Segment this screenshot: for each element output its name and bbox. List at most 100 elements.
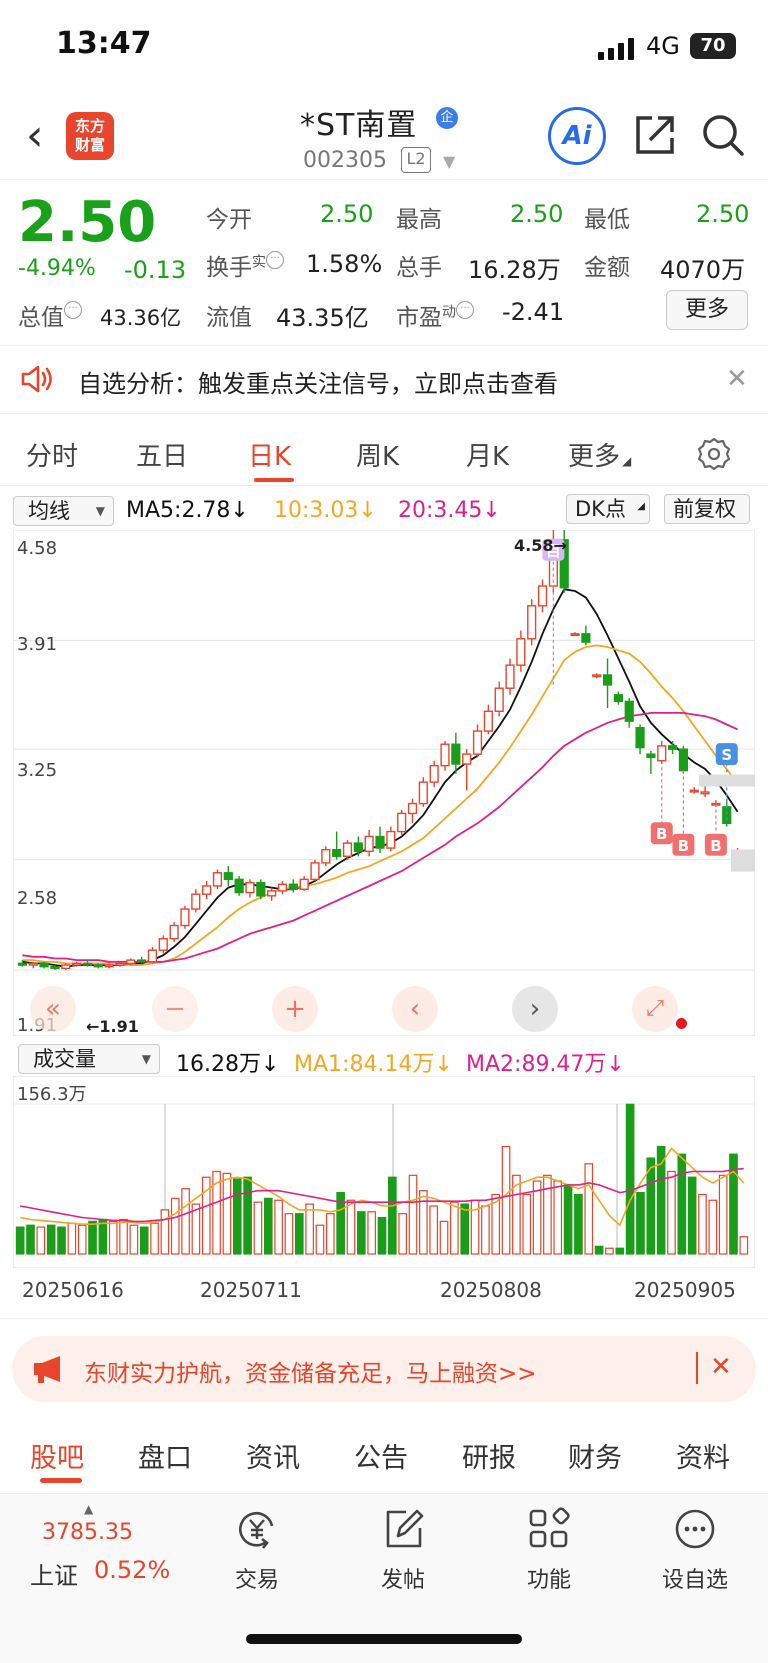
scroll-right-icon[interactable]: › — [512, 986, 558, 1032]
amount-value: 4070万 — [660, 256, 746, 284]
close-icon[interactable]: ✕ — [726, 364, 748, 394]
post-button[interactable]: 发帖 — [358, 1506, 448, 1594]
volume-bar — [656, 1145, 666, 1255]
share-icon[interactable] — [632, 112, 678, 158]
volume-max-label: 156.3万 — [17, 1084, 87, 1105]
close-icon[interactable]: ✕ — [710, 1352, 732, 1382]
y-tick-label: 4.58 — [17, 538, 58, 559]
ai-assistant-button[interactable]: Ai — [548, 107, 606, 165]
volume-bar — [718, 1174, 728, 1255]
high-value: 2.50 — [510, 200, 564, 228]
home-indicator[interactable] — [246, 1634, 522, 1644]
tab-research[interactable]: 研报 — [462, 1443, 516, 1474]
volume-bar — [98, 1218, 108, 1255]
speaker-icon — [21, 365, 52, 393]
tab-daily-k[interactable]: 日K — [248, 442, 292, 472]
volume-bar — [15, 1226, 25, 1255]
candle-body — [169, 924, 179, 940]
fullscreen-icon[interactable]: ⤢ — [632, 986, 678, 1032]
volume-bar — [294, 1213, 304, 1255]
tab-announcements[interactable]: 公告 — [354, 1443, 408, 1474]
candle-body — [722, 806, 732, 825]
target-marker — [542, 538, 565, 561]
volume-bar — [36, 1226, 46, 1255]
volume-bar — [501, 1145, 511, 1255]
alert-text[interactable]: 自选分析：触发重点关注信号，立即点击查看 — [78, 370, 558, 398]
candle-body — [126, 959, 136, 965]
tab-finance[interactable]: 财务 — [568, 1443, 622, 1474]
volume-bar — [574, 1193, 583, 1255]
scroll-left-icon[interactable]: ‹ — [392, 986, 438, 1032]
volume-chart[interactable] — [13, 1076, 755, 1268]
volume-bar — [687, 1176, 697, 1255]
promo-banner[interactable] — [12, 1336, 756, 1402]
tab-five-day[interactable]: 五日 — [136, 442, 189, 472]
gear-icon[interactable] — [696, 436, 732, 472]
last-price: 2.50 — [18, 190, 157, 255]
index-name[interactable]: 上证 — [30, 1562, 78, 1590]
change-percent: -4.94% — [18, 256, 96, 281]
ma-select[interactable]: 均线 ▼ — [13, 496, 114, 526]
price-tag — [699, 774, 755, 787]
search-icon[interactable] — [700, 112, 746, 158]
indicator-select[interactable]: 成交量 ▼ — [18, 1044, 160, 1074]
volume-bar — [522, 1193, 532, 1255]
tab-more[interactable]: 更多 ◢ — [568, 442, 632, 472]
index-change[interactable]: 0.52% — [94, 1556, 171, 1584]
volume-bar — [243, 1176, 252, 1255]
pe-label: 市盈动 ··· — [396, 298, 474, 332]
tab-profile[interactable]: 资料 — [676, 1443, 730, 1474]
content-tabs — [0, 1418, 768, 1494]
functions-button[interactable]: 功能 — [504, 1506, 594, 1594]
volume-bar — [67, 1222, 77, 1255]
candle-body — [234, 878, 244, 894]
tab-orderbook[interactable]: 盘口 — [138, 1443, 192, 1474]
ma5-label: MA5:2.78↓ — [126, 498, 249, 523]
tab-forum[interactable]: 股吧 — [30, 1443, 84, 1474]
stock-name[interactable]: *ST南置 — [300, 108, 418, 143]
price-tag — [731, 849, 755, 872]
tab-weekly-k[interactable]: 周K — [356, 442, 400, 472]
amount-label: 金额 — [584, 255, 630, 281]
chevron-up-icon[interactable]: ▲ — [84, 1502, 94, 1516]
banner-text[interactable]: 东财实力护航，资金储备充足，马上融资>> — [84, 1361, 537, 1387]
tab-intraday[interactable]: 分时 — [26, 442, 79, 472]
more-quote-button[interactable]: 更多 — [666, 290, 748, 330]
back-icon[interactable]: ‹ — [26, 110, 44, 161]
adjust-button[interactable]: 前复权 — [664, 494, 750, 524]
info-icon: ··· — [266, 251, 284, 269]
volume-bar — [408, 1174, 418, 1255]
alert-bar[interactable] — [0, 348, 768, 414]
chevron-down-icon[interactable]: ▼ — [443, 152, 456, 171]
candle-body — [245, 881, 255, 894]
active-tab-indicator — [254, 478, 294, 482]
index-value[interactable]: 3785.35 — [42, 1520, 133, 1545]
candle-body — [635, 727, 645, 749]
collapse-left-icon[interactable]: « — [30, 986, 76, 1032]
candle-body — [678, 748, 689, 772]
level2-badge[interactable]: L2 — [401, 147, 431, 173]
volume-bar — [284, 1213, 294, 1255]
turnover-label: 换手实 ··· — [206, 248, 284, 282]
volume-bar — [150, 1222, 159, 1255]
candle-body — [50, 966, 60, 970]
volume-bar — [739, 1236, 749, 1255]
stock-header: ‹ — [0, 92, 768, 180]
candle-body — [429, 764, 439, 783]
volume-bar — [398, 1213, 407, 1255]
signal-icon — [598, 38, 634, 60]
candle-body — [137, 959, 147, 963]
zoom-in-icon[interactable]: + — [272, 986, 318, 1032]
change-amount: -0.13 — [124, 256, 187, 284]
tab-monthly-k[interactable]: 月K — [466, 442, 510, 472]
trade-button[interactable]: 交易 — [212, 1506, 302, 1594]
dk-point-button[interactable]: DK点 ◢ — [566, 494, 650, 524]
candle-body — [537, 585, 548, 607]
volume-bar — [439, 1220, 449, 1255]
tab-news[interactable]: 资讯 — [246, 1443, 300, 1474]
volume-bar — [605, 1247, 614, 1255]
add-watchlist-button[interactable]: 设自选 — [650, 1506, 740, 1594]
zoom-out-icon[interactable]: − — [152, 986, 198, 1032]
eastmoney-logo[interactable]: 东方 财富 — [66, 112, 114, 160]
